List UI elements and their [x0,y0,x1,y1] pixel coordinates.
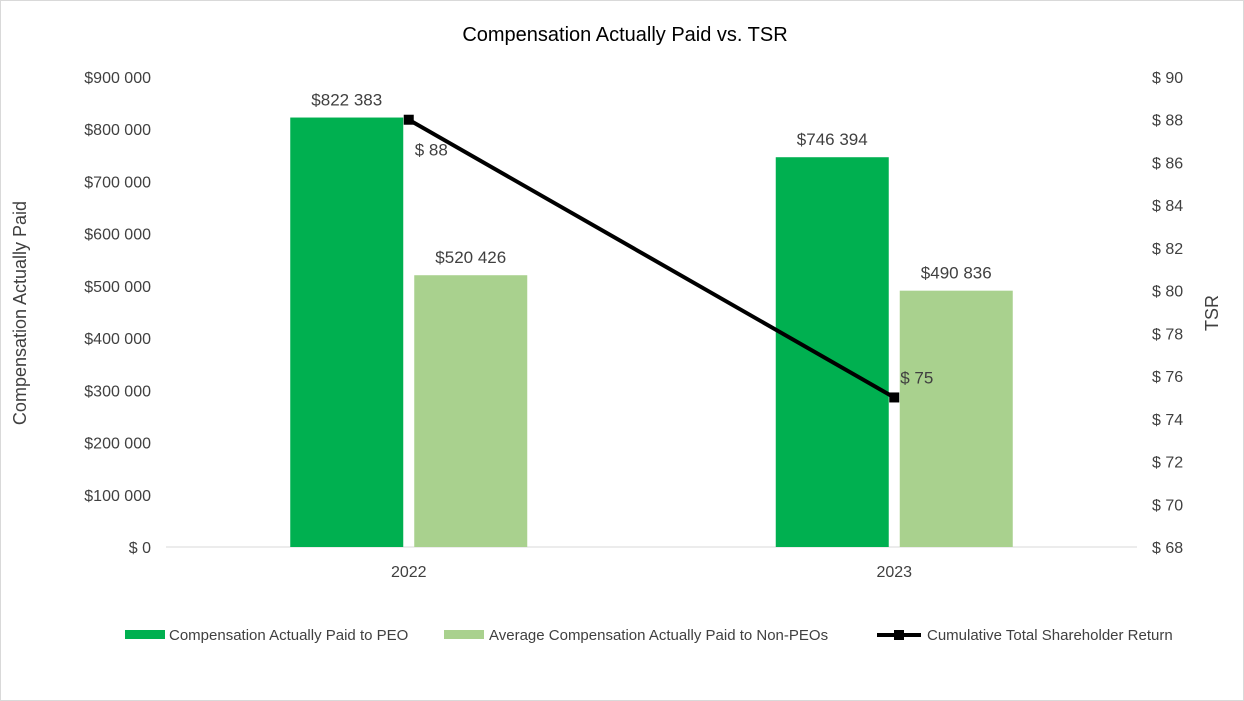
legend-swatch [125,630,165,639]
legend-swatch [444,630,484,639]
x-tick-label: 2023 [876,564,912,581]
y2-axis-title: TSR [1202,295,1222,331]
left-tick-label: $800 000 [84,122,151,139]
line-data-label: $ 75 [900,368,933,387]
legend-marker-swatch [894,630,904,640]
right-tick-label: $ 88 [1152,113,1183,130]
bar-series-group [290,117,1013,547]
bar-data-label: $746 394 [797,130,868,149]
left-tick-label: $100 000 [84,488,151,505]
data-labels-group: $822 383 $520 426 $746 394 $490 836 $ 88 $ 75 [311,91,991,388]
right-tick-label: $ 76 [1152,369,1183,386]
right-tick-label: $ 84 [1152,198,1183,215]
left-axis-ticks: $ 0 $100 000 $200 000 $300 000 $400 000 $500 … [84,70,151,557]
legend-label: Cumulative Total Shareholder Return [927,627,1173,644]
x-axis-ticks: 2022 2023 [391,564,912,581]
bar-data-label: $520 426 [435,248,506,267]
line-series-group [403,114,900,403]
right-tick-label: $ 80 [1152,284,1183,301]
line-data-label: $ 88 [415,141,448,160]
bar-data-label: $822 383 [311,91,382,110]
chart-title: Compensation Actually Paid vs. TSR [462,24,787,46]
y-axis-title: Compensation Actually Paid [10,201,30,425]
right-tick-label: $ 82 [1152,241,1183,258]
right-axis-ticks: $ 68 $ 70 $ 72 $ 74 $ 76 $ 78 $ 80 $ 82 $ 84 $ 86… [1152,70,1183,557]
left-tick-label: $500 000 [84,279,151,296]
bar-data-label: $490 836 [921,264,992,283]
right-tick-label: $ 78 [1152,326,1183,343]
left-tick-label: $300 000 [84,383,151,400]
bar [775,157,889,547]
right-tick-label: $ 86 [1152,155,1183,172]
left-tick-label: $ 0 [129,540,151,557]
bar [414,275,528,547]
left-tick-label: $600 000 [84,227,151,244]
bar [290,117,404,547]
legend-label: Average Compensation Actually Paid to No… [489,627,828,644]
tsr-line [407,117,896,400]
tsr-marker [889,392,900,403]
tsr-marker [403,114,414,125]
legend: Compensation Actually Paid to PEO Average… [125,627,1173,644]
right-tick-label: $ 90 [1152,70,1183,87]
right-tick-label: $ 74 [1152,412,1183,429]
legend-label: Compensation Actually Paid to PEO [169,627,408,644]
left-tick-label: $200 000 [84,436,151,453]
left-tick-label: $400 000 [84,331,151,348]
x-tick-label: 2022 [391,564,427,581]
right-tick-label: $ 70 [1152,497,1183,514]
right-tick-label: $ 68 [1152,540,1183,557]
left-tick-label: $700 000 [84,174,151,191]
left-tick-label: $900 000 [84,70,151,87]
right-tick-label: $ 72 [1152,455,1183,472]
bar [899,290,1013,547]
